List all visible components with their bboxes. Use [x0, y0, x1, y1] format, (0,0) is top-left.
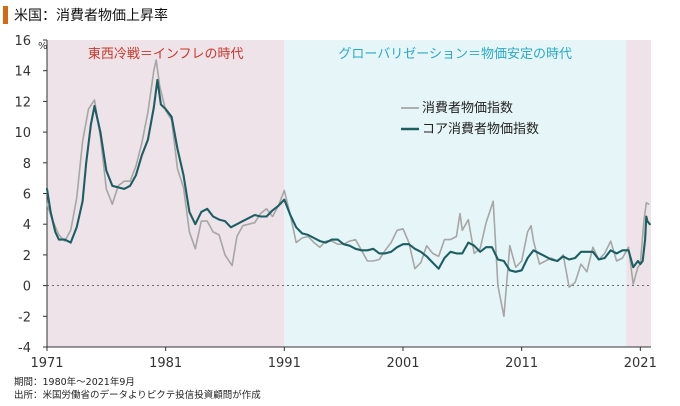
y-tick-label: 16	[14, 34, 31, 49]
y-tick-label: -4	[18, 341, 31, 356]
legend-label: コア消費者物価指数	[422, 122, 539, 137]
footer-source: 出所：米国労働省のデータよりピクテ投信投資顧問が作成	[14, 390, 261, 401]
y-tick-label: 12	[14, 95, 31, 110]
x-tick-label: 2001	[386, 356, 419, 371]
series-lines	[45, 59, 651, 318]
footer-period: 期間：1980年～2021年9月	[14, 377, 135, 388]
x-tick-label: 1991	[268, 356, 301, 371]
y-tick-label: 8	[23, 157, 31, 172]
period-band-label: 東西冷戦＝インフレの時代	[88, 46, 244, 62]
y-unit-label: %	[38, 41, 48, 52]
y-tick-label: 6	[23, 188, 31, 203]
axes: -4 -2 0 2 4 6 8 10 12 14 16 % 1971 1981 1991 2001 2011 20…	[14, 34, 656, 371]
period-band	[626, 40, 651, 347]
title-accent-bar	[3, 6, 8, 24]
x-tick-label: 1971	[30, 356, 63, 371]
y-tick-label: 14	[14, 65, 31, 80]
y-tick-label: 2	[23, 249, 31, 264]
period-band	[284, 40, 627, 347]
period-band-label: グローバリゼーション＝物価安定の時代	[338, 47, 572, 62]
y-tick-label: 10	[14, 126, 31, 141]
chart-svg: 東西冷戦＝インフレの時代 グローバリゼーション＝物価安定の時代 -4 -2 0 2 4 6 8…	[14, 34, 656, 371]
y-tick-label: -2	[18, 310, 31, 325]
x-tick-label: 2021	[624, 356, 657, 371]
period-bands	[47, 40, 651, 347]
chart-title: 米国：消費者物価上昇率	[14, 8, 168, 24]
y-tick-label: 4	[23, 218, 31, 233]
x-tick-label: 2011	[505, 356, 538, 371]
y-tick-label: 0	[23, 280, 31, 295]
legend-label: 消費者物価指数	[422, 101, 513, 116]
title-bar: 米国：消費者物価上昇率	[0, 0, 680, 30]
period-band-labels: 東西冷戦＝インフレの時代 グローバリゼーション＝物価安定の時代	[88, 46, 572, 62]
x-tick-label: 1981	[149, 356, 182, 371]
period-band	[47, 40, 285, 347]
series-line	[45, 78, 651, 273]
footer-notes: 期間：1980年～2021年9月 出所：米国労働省のデータよりピクテ投信投資顧問…	[14, 376, 261, 402]
